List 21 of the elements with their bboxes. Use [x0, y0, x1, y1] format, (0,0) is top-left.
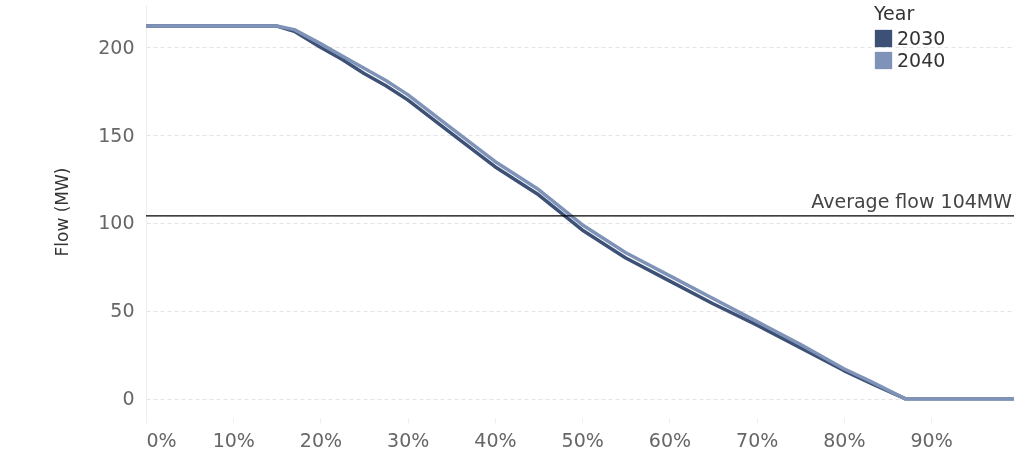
x-tick-label: 0% — [146, 428, 177, 451]
x-tick-label: 10% — [212, 428, 255, 451]
x-tick-label: 50% — [561, 428, 604, 451]
legend-label: 2040 — [897, 48, 946, 71]
x-tick-label: 30% — [387, 428, 430, 451]
x-tick-label: 90% — [910, 428, 953, 451]
y-axis-title: Flow (MW) — [52, 167, 73, 257]
y-tick-label: 0 — [122, 387, 135, 410]
y-tick-label: 100 — [98, 211, 135, 234]
x-tick-label: 60% — [648, 428, 692, 451]
x-tick-label: 80% — [823, 428, 866, 451]
y-tick-label: 200 — [98, 35, 135, 58]
y-tick-label: 150 — [98, 123, 135, 146]
legend-title: Year — [873, 2, 915, 24]
y-tick-label: 50 — [110, 299, 135, 322]
x-tick-label: 70% — [736, 428, 779, 451]
line-series — [144, 24, 1015, 401]
x-tick-label: 40% — [474, 428, 517, 451]
ref-line-label: Average flow 104MW — [811, 189, 1013, 212]
legend-label: 2030 — [897, 26, 946, 49]
x-tick-label: 20% — [299, 428, 343, 451]
